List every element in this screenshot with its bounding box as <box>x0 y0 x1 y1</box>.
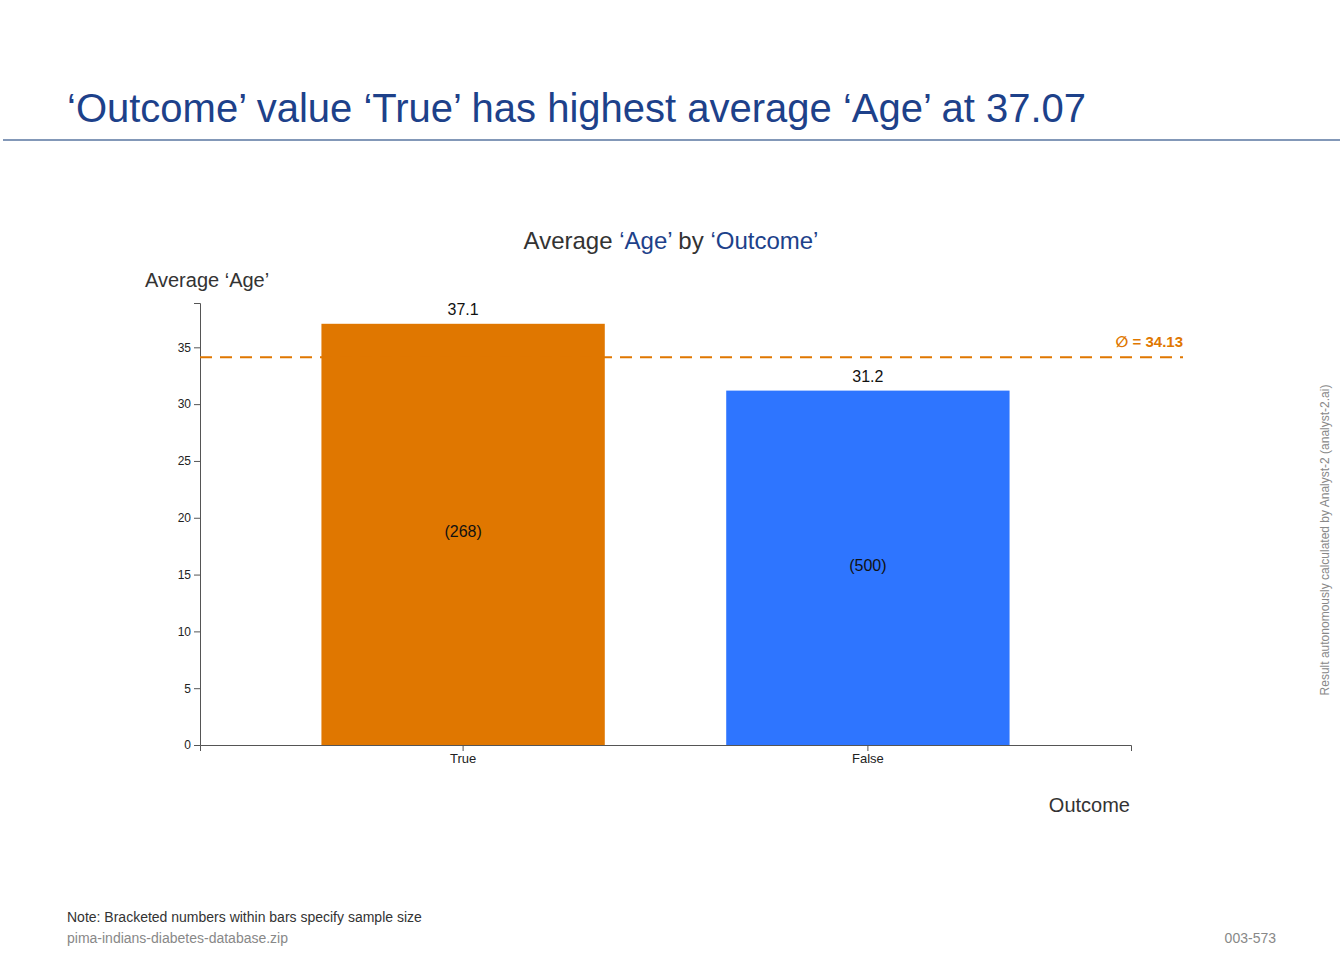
y-tick: 5 <box>184 682 200 696</box>
y-tick: 15 <box>178 568 200 582</box>
tick-mark <box>194 347 200 348</box>
tick-mark <box>194 404 200 405</box>
y-tick: 30 <box>178 397 200 411</box>
x-axis-title: Outcome <box>1049 794 1130 816</box>
note: Note: Bracketed numbers within bars spec… <box>67 909 422 925</box>
bar <box>321 324 604 745</box>
tick-mark <box>867 745 868 751</box>
chart-title: Average ‘Age’ by ‘Outcome’ <box>524 227 819 254</box>
data-label: 31.2 <box>852 368 883 385</box>
tick-mark <box>194 745 200 746</box>
tick-label: True <box>450 751 476 766</box>
x-tick: False <box>852 745 884 766</box>
headline-rule <box>3 139 1340 141</box>
source: pima-indians-diabetes-database.zip <box>67 930 288 946</box>
chart-title-part: by <box>672 227 711 254</box>
sample-size-label: (268) <box>444 523 481 540</box>
average-label: ∅ = 34.13 <box>1116 333 1183 350</box>
y-tick: 35 <box>178 341 200 355</box>
tick-label: False <box>852 751 884 766</box>
tick-mark <box>194 575 200 576</box>
tick-mark <box>194 631 200 632</box>
x-axis: True False <box>201 745 1132 766</box>
headline: ‘Outcome’ value ‘True’ has highest avera… <box>67 86 1086 130</box>
tick-label: 0 <box>184 738 191 752</box>
y-tick: 25 <box>178 454 200 468</box>
y-tick: 0 <box>184 738 200 752</box>
sample-size-label: (500) <box>849 557 886 574</box>
tick-label: 25 <box>178 454 192 468</box>
tick-label: 5 <box>184 682 191 696</box>
tick-label: 35 <box>178 341 192 355</box>
tick-mark <box>194 461 200 462</box>
tick-mark <box>194 518 200 519</box>
y-tick: 10 <box>178 625 200 639</box>
tick-label: 20 <box>178 511 192 525</box>
tick-mark <box>463 745 464 751</box>
tick-label: 30 <box>178 397 192 411</box>
chart-title-part: ‘Outcome’ <box>710 227 818 254</box>
chart-title-part: ‘Age’ <box>619 227 671 254</box>
credit: Result autonomously calculated by Analys… <box>1318 385 1332 696</box>
y-axis: 0 5 10 15 20 25 30 35 <box>178 304 201 753</box>
chart-id: 003-573 <box>1225 930 1277 946</box>
x-tick: True <box>450 745 476 766</box>
tick-label: 15 <box>178 568 192 582</box>
axis-line <box>194 304 201 746</box>
tick-label: 10 <box>178 625 192 639</box>
data-label: 37.1 <box>448 301 479 318</box>
average-line <box>200 356 1183 358</box>
chart-title-part: Average <box>524 227 620 254</box>
bars <box>321 324 1009 745</box>
bar <box>726 391 1009 745</box>
axis-line <box>201 746 1132 752</box>
y-tick: 20 <box>178 511 200 525</box>
tick-mark <box>194 688 200 689</box>
chart-root: ‘Outcome’ value ‘True’ has highest avera… <box>0 0 1344 955</box>
y-axis-title: Average ‘Age’ <box>145 269 269 291</box>
